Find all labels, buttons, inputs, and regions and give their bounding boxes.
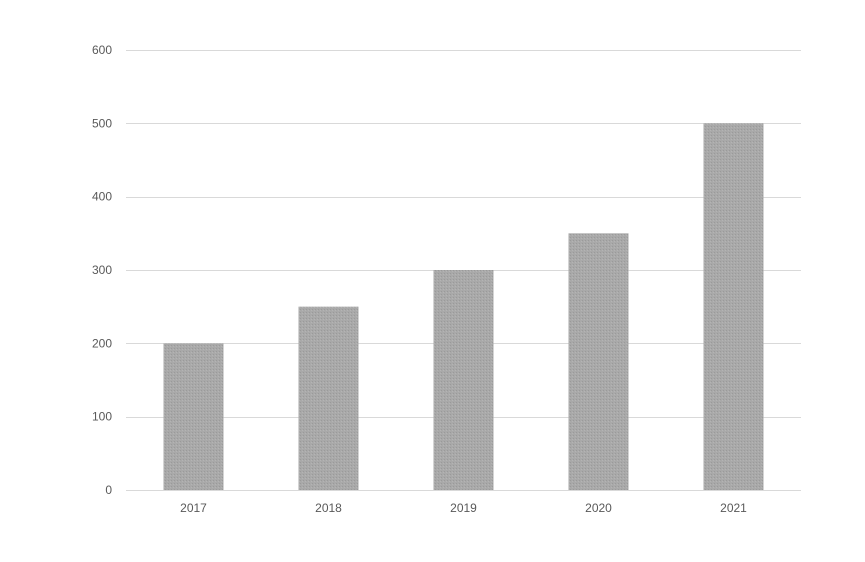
- x-tick-label: 2017: [180, 501, 207, 515]
- bar: [433, 270, 494, 490]
- y-tick-label: 100: [92, 410, 112, 424]
- x-axis-tick-labels: 2017 2018 2019 2020 2021: [180, 501, 747, 515]
- x-tick-label: 2018: [315, 501, 342, 515]
- y-tick-label: 500: [92, 116, 112, 130]
- bar: [298, 306, 359, 490]
- y-tick-label: 200: [92, 336, 112, 350]
- bar: [703, 123, 764, 490]
- bars: [163, 123, 764, 491]
- y-axis-tick-labels: 0 100 200 300 400 500 600: [92, 43, 112, 497]
- y-tick-label: 0: [105, 483, 112, 497]
- x-tick-label: 2021: [720, 501, 747, 515]
- x-tick-label: 2020: [585, 501, 612, 515]
- bar: [568, 233, 629, 491]
- y-tick-label: 300: [92, 263, 112, 277]
- y-tick-label: 600: [92, 43, 112, 57]
- y-tick-label: 400: [92, 190, 112, 204]
- x-tick-label: 2019: [450, 501, 477, 515]
- bar: [163, 343, 224, 490]
